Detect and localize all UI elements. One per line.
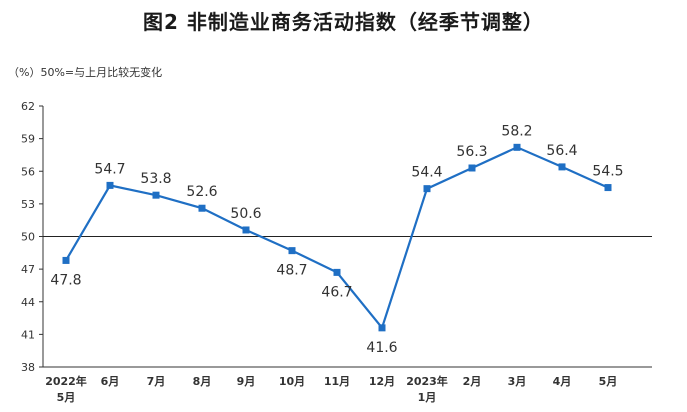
data-point bbox=[106, 181, 114, 189]
x-tick-label-line: 9月 bbox=[237, 375, 256, 388]
x-tick-label-line: 8月 bbox=[193, 375, 212, 388]
x-tick-label: 12月 bbox=[369, 375, 395, 388]
data-label: 56.3 bbox=[456, 144, 487, 160]
x-tick-label: 7月 bbox=[147, 375, 166, 388]
y-tick-label: 47 bbox=[21, 263, 35, 276]
data-point bbox=[604, 184, 612, 192]
x-tick-label-line: 6月 bbox=[101, 375, 120, 388]
data-point bbox=[62, 256, 70, 264]
x-tick-label-line: 5月 bbox=[57, 391, 76, 404]
x-tick-label: 2023年 1月 bbox=[406, 374, 448, 404]
x-tick-label-line: 2022年 bbox=[45, 374, 87, 388]
x-tick-label: 6月 bbox=[101, 375, 120, 388]
chart-title: 图2 非制造业商务活动指数（经季节调整） bbox=[143, 10, 544, 34]
x-tick-label: 2022年 5月 bbox=[45, 374, 87, 404]
x-tick-label: 9月 bbox=[237, 375, 256, 388]
x-tick-label-line: 2月 bbox=[463, 375, 482, 388]
data-point bbox=[513, 143, 521, 151]
unit-note: （%）50%=与上月比较无变化 bbox=[8, 64, 162, 80]
y-tick-label: 38 bbox=[21, 361, 35, 374]
x-tick-label-line: 10月 bbox=[279, 375, 305, 388]
y-unit-label: （%） bbox=[8, 66, 41, 79]
data-label: 54.4 bbox=[411, 165, 442, 181]
x-tick-label-line: 12月 bbox=[369, 375, 395, 388]
x-tick-label: 11月 bbox=[324, 375, 350, 388]
data-labels: 47.8 54.7 53.8 52.6 50.6 48.7 46.7 41.6 54.4 56.3… bbox=[50, 123, 623, 356]
baseline-note: 50%=与上月比较无变化 bbox=[40, 66, 163, 79]
data-label: 52.6 bbox=[186, 184, 217, 200]
data-point bbox=[333, 268, 341, 276]
x-tick-label-line: 3月 bbox=[508, 375, 527, 388]
data-point bbox=[288, 247, 296, 255]
data-points bbox=[62, 143, 612, 332]
data-label: 54.5 bbox=[592, 164, 623, 180]
data-point bbox=[152, 191, 160, 199]
x-tick-label: 4月 bbox=[553, 375, 572, 388]
y-tick-label: 62 bbox=[21, 100, 35, 113]
y-tick-labels: 38 41 44 47 50 53 56 59 62 bbox=[21, 100, 43, 374]
data-label: 56.4 bbox=[546, 143, 577, 159]
x-tick-label-line: 7月 bbox=[147, 375, 166, 388]
y-tick-label: 56 bbox=[21, 165, 35, 178]
x-tick-label-line: 5月 bbox=[599, 375, 618, 388]
data-label: 53.8 bbox=[140, 171, 171, 187]
data-label: 48.7 bbox=[276, 263, 307, 279]
x-tick-label-line: 1月 bbox=[418, 391, 437, 404]
x-tick-label: 3月 bbox=[508, 375, 527, 388]
data-label: 54.7 bbox=[94, 161, 125, 177]
y-tick-label: 59 bbox=[21, 133, 35, 146]
x-tick-label: 10月 bbox=[279, 375, 305, 388]
x-tick-label-line: 2023年 bbox=[406, 374, 448, 388]
data-label: 50.6 bbox=[230, 206, 261, 222]
x-tick-labels: 2022年 5月 6月 7月 8月 9月 10月 11月 12月 2023年 1月 2月 3月 4月 5月 bbox=[45, 374, 617, 404]
y-tick-label: 44 bbox=[21, 296, 35, 309]
data-point bbox=[198, 204, 206, 212]
data-point bbox=[558, 163, 566, 171]
x-tick-label: 5月 bbox=[599, 375, 618, 388]
data-label: 46.7 bbox=[321, 284, 352, 300]
y-tick-label: 50 bbox=[21, 231, 35, 244]
x-tick-label-line: 4月 bbox=[553, 375, 572, 388]
x-tick-label-line: 11月 bbox=[324, 375, 350, 388]
x-tick-label: 2月 bbox=[463, 375, 482, 388]
y-tick-label: 53 bbox=[21, 198, 35, 211]
data-point bbox=[423, 185, 431, 193]
data-point bbox=[378, 324, 386, 332]
data-label: 41.6 bbox=[366, 340, 397, 356]
data-label: 47.8 bbox=[50, 272, 81, 288]
x-tick-label: 8月 bbox=[193, 375, 212, 388]
data-point bbox=[242, 226, 250, 234]
data-label: 58.2 bbox=[501, 123, 532, 139]
y-tick-label: 41 bbox=[21, 328, 35, 341]
data-point bbox=[468, 164, 476, 172]
